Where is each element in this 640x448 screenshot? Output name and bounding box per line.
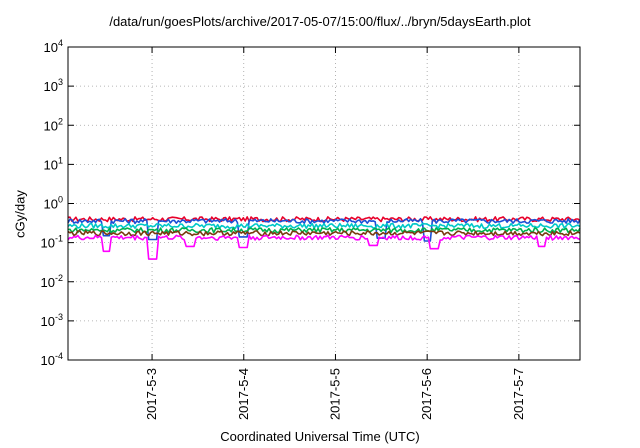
plot-frame <box>67 46 581 361</box>
y-tick-label: 10-4 <box>41 351 63 368</box>
y-axis-label: cGy/day <box>12 190 28 238</box>
y-tick-label: 10-1 <box>41 234 63 251</box>
y-tick-label: 10-2 <box>41 273 63 290</box>
y-tick-label: 10-3 <box>41 312 63 329</box>
y-tick-label: 103 <box>44 77 63 94</box>
y-tick-label: 104 <box>44 38 63 55</box>
y-tick-label: 102 <box>44 116 63 133</box>
x-tick-label: 2017-5-7 <box>511 368 526 420</box>
y-tick-label: 101 <box>44 155 63 172</box>
x-tick-label: 2017-5-5 <box>327 368 342 420</box>
y-tick-label: 100 <box>44 195 63 212</box>
series-line <box>67 222 581 230</box>
x-axis-label: Coordinated Universal Time (UTC) <box>220 429 420 444</box>
series-line <box>67 230 581 237</box>
series-line <box>67 216 581 223</box>
chart-title: /data/run/goesPlots/archive/2017-05-07/1… <box>109 14 531 29</box>
x-tick-label: 2017-5-3 <box>144 368 159 420</box>
x-tick-label: 2017-5-4 <box>236 368 251 420</box>
series-line <box>67 234 581 260</box>
series-line <box>67 227 581 234</box>
x-tick-label: 2017-5-6 <box>419 368 434 420</box>
